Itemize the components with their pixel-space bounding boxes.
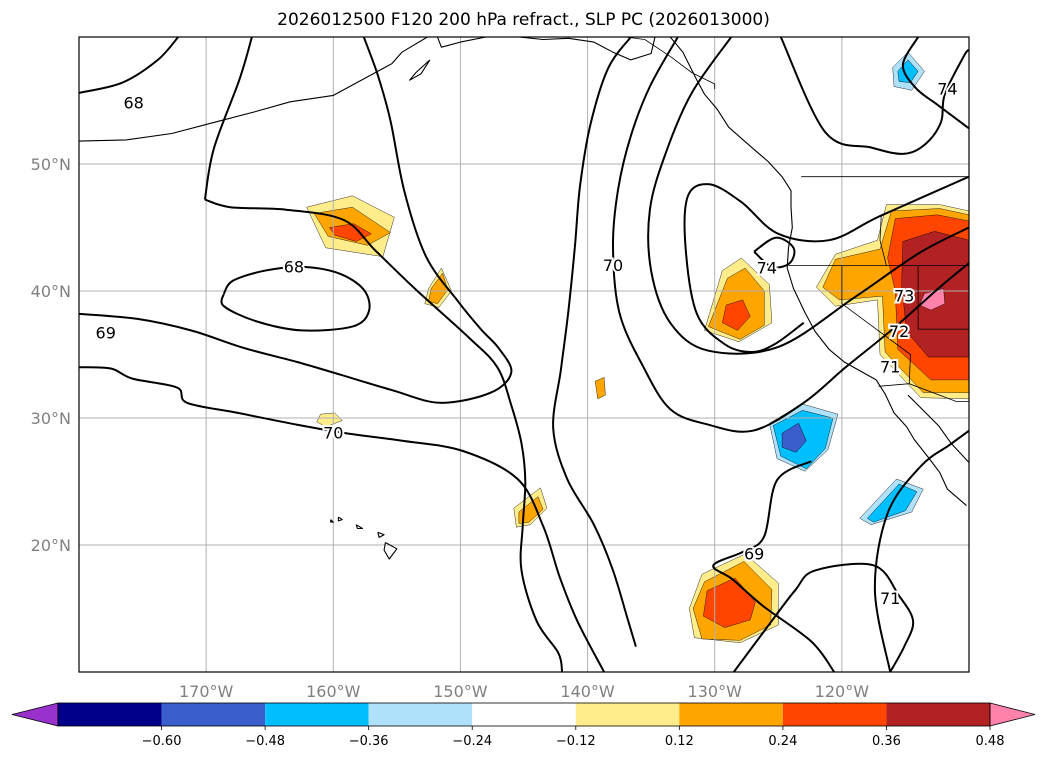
coastline [330,519,334,523]
isobar-line [611,37,969,433]
colorbar-extend-high [989,702,1036,727]
border-line [878,383,969,402]
colorbar-bin [782,703,887,726]
isobar-line [220,265,371,332]
anomaly-region [316,412,343,428]
x-tick-label: 130°W [688,682,743,701]
colorbar-tick-label: 0.48 [976,734,1005,749]
y-tick-label: 40°N [31,282,71,301]
coastline [383,542,398,560]
contour-label: 69 [744,544,764,563]
anomaly-region [897,59,919,83]
x-tick-label: 150°W [433,682,488,701]
axis-tick-labels: 170°W 160°W 150°W 140°W 130°W 120°W 20°N 30°N 40… [31,155,870,701]
colorbar-extend-low [11,702,59,727]
chart-title: 2026012500 F120 200 hPa refract., SLP PC… [277,10,770,30]
isobar-line [79,37,179,94]
coastline [669,37,967,507]
x-tick-label: 140°W [560,682,615,701]
border-line [625,37,716,90]
isobar-line [779,37,969,155]
colorbar-bin [472,703,576,726]
isobar-line [79,366,605,672]
colorbar-tick-label: −0.36 [349,734,389,749]
colorbar-tick-label: 0.24 [768,734,797,749]
contour-label: 70 [603,256,623,275]
isobar-line [712,460,836,672]
y-tick-label: 20°N [31,536,71,555]
anomaly-region [594,377,606,400]
colorbar-tick-label: −0.48 [245,734,285,749]
colorbar-bin [161,703,266,726]
isobar-line [552,37,637,647]
isobar-line [732,562,915,672]
coastline [436,37,487,48]
coastline [377,531,385,538]
political-borders [625,37,969,402]
isobar-line [683,175,969,353]
map-background [79,37,969,672]
x-tick-label: 120°W [815,682,870,701]
colorbar-bin [575,703,680,726]
border-line [841,265,911,384]
x-tick-label: 160°W [306,682,361,701]
colorbar-tick-label: 0.36 [872,734,901,749]
y-tick-label: 50°N [31,155,71,174]
map-frame [78,36,970,673]
isobar-line [753,236,796,269]
contour-label: 70 [323,424,343,443]
border-line [917,265,969,330]
gridlines [79,37,969,672]
coastline [337,516,343,522]
isobar-line [901,37,969,130]
contour-label: 74 [757,259,777,278]
contour-label: 72 [889,322,909,341]
anomaly-region [781,422,807,453]
isobar-line [873,429,969,672]
colorbar-frame [57,702,991,727]
colorbar: −0.60 −0.48 −0.36 −0.24 −0.12 0.12 0.24 0.36 0.4… [11,702,1036,749]
colorbar-bin [58,703,162,726]
y-tick-label: 30°N [31,409,71,428]
coastline [907,394,969,463]
colorbar-bin [265,703,369,726]
contour-label: 74 [937,80,957,99]
colorbar-bin [886,703,990,726]
colorbar-tick-label: 0.12 [665,734,694,749]
colorbar-tick-label: −0.60 [142,734,182,749]
x-tick-label: 170°W [179,682,234,701]
colorbar-bin [679,703,783,726]
coastline [409,59,431,81]
anomaly-region [703,577,756,628]
coastline [498,37,656,61]
border-line [879,214,887,266]
contour-label: 71 [880,358,900,377]
contour-label: 68 [123,94,143,113]
isobar-line [203,37,253,200]
contour-label: 71 [880,589,900,608]
isobar-line [79,37,513,404]
anomaly-fill-layer [306,51,969,644]
anomaly-region [722,299,751,331]
colorbar-bin [368,703,473,726]
slp-contours [79,37,969,672]
contour-label: 69 [96,323,116,342]
contour-label: 68 [284,257,304,276]
contour-label: 73 [894,287,914,306]
coastline [79,37,428,142]
colorbar-tick-label: −0.24 [452,734,492,749]
contour-labels: 68 68 69 70 70 74 74 73 72 71 69 71 [94,78,960,610]
coastline [355,524,364,530]
anomaly-region [919,288,946,311]
isobar-line [647,37,969,355]
coastlines [79,37,969,560]
anomaly-region [518,496,544,524]
colorbar-tick-label: −0.12 [556,734,596,749]
